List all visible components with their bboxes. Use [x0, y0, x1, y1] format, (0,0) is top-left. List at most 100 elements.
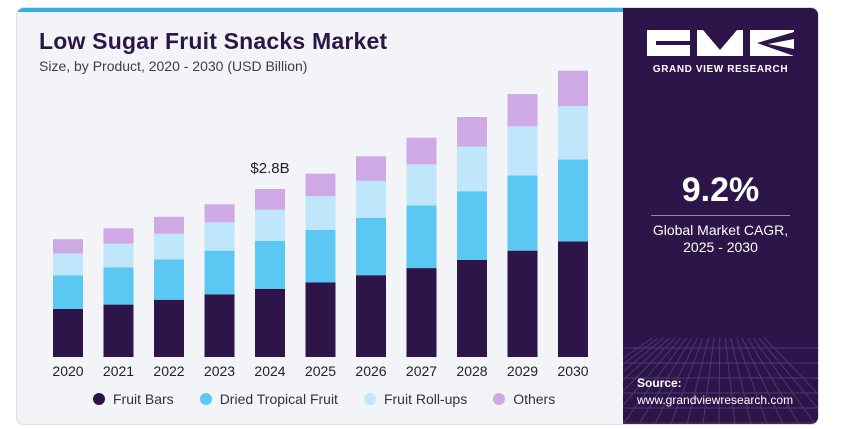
bar-fruit-bars-2026	[356, 275, 386, 357]
bar-dried-tropical-fruit-2024	[255, 240, 285, 289]
bar-fruit-roll-ups-2024	[255, 209, 285, 241]
bar-others-2023	[204, 204, 235, 223]
x-tick-label-2023: 2023	[204, 363, 235, 379]
legend-swatch-dried-tropical-fruit	[199, 393, 212, 405]
data-label-2024: $2.8B	[250, 160, 289, 177]
grid-line-v	[702, 338, 715, 424]
bar-fruit-bars-2023	[204, 294, 235, 357]
cagr-label-line1: Global Market CAGR,	[652, 222, 789, 238]
bar-fruit-roll-ups-2025	[305, 196, 336, 230]
bar-others-2022	[154, 216, 184, 234]
bar-fruit-bars-2021	[103, 304, 134, 357]
bar-others-2020	[53, 239, 83, 254]
grid-line-v	[623, 338, 670, 381]
bar-fruit-bars-2030	[558, 241, 588, 357]
grid-line-v	[670, 338, 704, 424]
bar-others-2026	[356, 156, 386, 181]
grid-line-v	[623, 338, 665, 373]
bar-dried-tropical-fruit-2022	[154, 259, 184, 300]
bar-others-2024	[255, 189, 285, 210]
insight-panel: GRAND VIEW RESEARCH 9.2% Global Market C…	[623, 8, 818, 424]
grid-line-v	[764, 338, 818, 395]
grid-line-v	[718, 338, 721, 424]
x-tick-label-2029: 2029	[507, 363, 538, 379]
legend-label-fruit-roll-ups: Fruit Roll-ups	[383, 391, 468, 407]
grid-line-v	[724, 338, 736, 424]
x-tick-label-2021: 2021	[103, 363, 134, 379]
legend-label-fruit-bars: Fruit Bars	[113, 391, 174, 407]
chart-legend: Fruit Bars Dried Tropical Fruit Fruit Ro…	[93, 391, 581, 407]
legend-item-fruit-roll-ups: Fruit Roll-ups	[363, 391, 468, 407]
bar-others-2025	[305, 173, 336, 197]
bar-fruit-roll-ups-2020	[53, 253, 83, 276]
grid-line-v	[623, 338, 659, 365]
grand-view-research-logo	[647, 30, 794, 56]
source-link[interactable]: www.grandviewresearch.com	[637, 393, 794, 407]
bar-fruit-bars-2027	[406, 268, 437, 357]
bar-fruit-roll-ups-2021	[103, 243, 134, 268]
legend-swatch-fruit-roll-ups	[363, 393, 376, 405]
grid-line-v	[758, 338, 818, 410]
legend-item-fruit-bars: Fruit Bars	[93, 391, 174, 407]
source-label: Source:	[637, 376, 682, 390]
x-tick-label-2030: 2030	[557, 363, 588, 379]
bar-fruit-roll-ups-2029	[507, 126, 538, 176]
grid-line-v	[623, 338, 676, 392]
grid-decoration	[623, 338, 818, 424]
bar-fruit-roll-ups-2022	[154, 233, 184, 260]
grid-line-v	[730, 338, 752, 424]
x-tick-label-2024: 2024	[254, 363, 285, 379]
legend-swatch-fruit-bars	[93, 393, 105, 405]
legend-item-dried-tropical-fruit: Dried Tropical Fruit	[199, 391, 338, 407]
grid-line-v	[623, 338, 653, 359]
x-tick-label-2026: 2026	[355, 363, 386, 379]
grid-line-v	[752, 338, 816, 424]
bar-dried-tropical-fruit-2020	[53, 275, 83, 309]
bar-fruit-roll-ups-2023	[204, 222, 235, 251]
stacked-bar-chart: 2020 2021 2022 2023 2024 $2.8B 2025 2026 2027 202…	[52, 70, 589, 379]
bar-fruit-bars-2025	[305, 282, 336, 357]
bar-others-2028	[457, 117, 487, 147]
bar-fruit-bars-2028	[457, 259, 487, 357]
legend-item-others: Others	[493, 391, 555, 407]
x-tick-label-2028: 2028	[456, 363, 487, 379]
bar-dried-tropical-fruit-2028	[457, 191, 487, 260]
bar-fruit-bars-2020	[53, 309, 83, 357]
bar-others-2021	[103, 228, 134, 244]
grid-line-v	[741, 338, 784, 424]
legend-label-dried-tropical-fruit: Dried Tropical Fruit	[219, 391, 338, 407]
bar-dried-tropical-fruit-2027	[406, 205, 437, 269]
bar-fruit-roll-ups-2030	[558, 106, 588, 160]
grid-line-v	[623, 338, 687, 424]
bar-fruit-bars-2022	[154, 299, 184, 357]
cagr-divider	[651, 215, 790, 216]
bar-fruit-roll-ups-2028	[457, 146, 487, 192]
x-tick-label-2025: 2025	[305, 363, 336, 379]
bar-fruit-roll-ups-2027	[406, 164, 437, 206]
bar-dried-tropical-fruit-2030	[558, 159, 588, 242]
bar-dried-tropical-fruit-2029	[507, 175, 538, 251]
accent-bar	[17, 8, 623, 12]
grid-line-v	[623, 338, 681, 407]
bar-others-2030	[558, 70, 588, 107]
cagr-label: Global Market CAGR, 2025 - 2030	[623, 222, 818, 256]
cagr-value: 9.2%	[681, 171, 760, 209]
grid-line-v	[747, 338, 800, 424]
bar-fruit-bars-2024	[255, 288, 285, 357]
grid-line-v	[686, 338, 709, 424]
grid-line-v	[736, 338, 768, 424]
x-tick-label-2020: 2020	[52, 363, 83, 379]
legend-swatch-others	[493, 393, 506, 405]
bar-dried-tropical-fruit-2026	[356, 217, 386, 276]
grid-line-v	[638, 338, 693, 424]
cagr-label-line2: 2025 - 2030	[683, 239, 758, 255]
x-tick-label-2027: 2027	[406, 363, 437, 379]
bar-dried-tropical-fruit-2021	[103, 267, 134, 305]
bar-fruit-bars-2029	[507, 250, 538, 357]
bar-dried-tropical-fruit-2025	[305, 229, 336, 283]
chart-subtitle: Size, by Product, 2020 - 2030 (USD Billi…	[39, 58, 308, 74]
chart-card: 2020 2021 2022 2023 2024 $2.8B 2025 2026 2027 202…	[16, 7, 819, 425]
bar-others-2027	[406, 137, 437, 165]
bar-fruit-roll-ups-2026	[356, 180, 386, 218]
chart-title: Low Sugar Fruit Snacks Market	[39, 28, 388, 54]
